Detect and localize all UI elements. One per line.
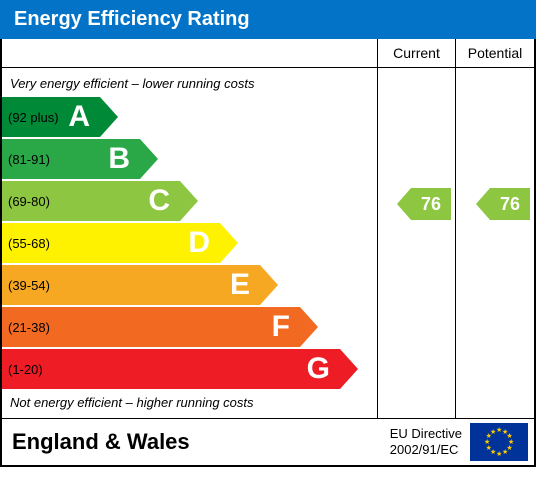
header-row: Current Potential: [2, 39, 534, 68]
directive-line1: EU Directive: [390, 426, 462, 442]
band-row-c: (69-80) C: [2, 181, 377, 221]
band-range-e: (39-54): [8, 278, 50, 293]
bars-column: Very energy efficient – lower running co…: [2, 68, 378, 418]
band-arrow-b: [140, 139, 158, 179]
epc-chart: Energy Efficiency Rating Current Potenti…: [0, 0, 536, 502]
band-letter-g: G: [307, 352, 330, 386]
note-top: Very energy efficient – lower running co…: [2, 72, 377, 95]
band-letter-e: E: [230, 268, 250, 302]
band-bar-d: (55-68) D: [2, 223, 220, 263]
title-bar: Energy Efficiency Rating: [0, 0, 536, 39]
footer-directive: EU Directive 2002/91/EC: [384, 422, 468, 461]
header-spacer: [2, 39, 378, 67]
band-range-a: (92 plus): [8, 110, 59, 125]
eu-star-icon: ★: [502, 448, 508, 456]
potential-pointer: 76: [476, 188, 530, 220]
eu-star-icon: ★: [490, 428, 496, 436]
band-bar-a: (92 plus) A: [2, 97, 100, 137]
eu-star-icon: ★: [496, 450, 502, 458]
band-range-d: (55-68): [8, 236, 50, 251]
band-range-c: (69-80): [8, 194, 50, 209]
band-arrow-c: [180, 181, 198, 221]
eu-flag-icon: ★★★★★★★★★★★★: [470, 423, 528, 461]
band-row-b: (81-91) B: [2, 139, 377, 179]
band-bar-f: (21-38) F: [2, 307, 300, 347]
band-bar-c: (69-80) C: [2, 181, 180, 221]
note-bottom: Not energy efficient – higher running co…: [2, 391, 377, 414]
band-letter-d: D: [188, 226, 210, 260]
current-column: 76: [378, 68, 456, 418]
band-arrow-d: [220, 223, 238, 263]
col-head-potential: Potential: [456, 39, 534, 67]
band-letter-c: C: [148, 184, 170, 218]
current-pointer-value: 76: [411, 188, 451, 220]
band-arrow-f: [300, 307, 318, 347]
band-bar-b: (81-91) B: [2, 139, 140, 179]
potential-column: 76: [456, 68, 534, 418]
potential-pointer-value: 76: [490, 188, 530, 220]
footer-region: England & Wales: [2, 421, 384, 463]
band-row-f: (21-38) F: [2, 307, 377, 347]
footer-row: England & Wales EU Directive 2002/91/EC …: [2, 418, 534, 465]
col-head-current: Current: [378, 39, 456, 67]
band-range-b: (81-91): [8, 152, 50, 167]
band-row-d: (55-68) D: [2, 223, 377, 263]
chart-body: Current Potential Very energy efficient …: [0, 39, 536, 467]
current-pointer: 76: [397, 188, 451, 220]
band-row-g: (1-20) G: [2, 349, 377, 389]
band-range-f: (21-38): [8, 320, 50, 335]
band-letter-b: B: [108, 142, 130, 176]
band-row-a: (92 plus) A: [2, 97, 377, 137]
content-row: Very energy efficient – lower running co…: [2, 68, 534, 418]
band-arrow-g: [340, 349, 358, 389]
potential-pointer-arrow-icon: [476, 188, 490, 220]
directive-line2: 2002/91/EC: [390, 442, 462, 458]
band-row-e: (39-54) E: [2, 265, 377, 305]
band-letter-f: F: [272, 310, 290, 344]
band-range-g: (1-20): [8, 362, 43, 377]
band-bar-g: (1-20) G: [2, 349, 340, 389]
title-text: Energy Efficiency Rating: [14, 8, 250, 30]
band-arrow-e: [260, 265, 278, 305]
current-pointer-arrow-icon: [397, 188, 411, 220]
band-bar-e: (39-54) E: [2, 265, 260, 305]
band-letter-a: A: [68, 100, 90, 134]
band-arrow-a: [100, 97, 118, 137]
